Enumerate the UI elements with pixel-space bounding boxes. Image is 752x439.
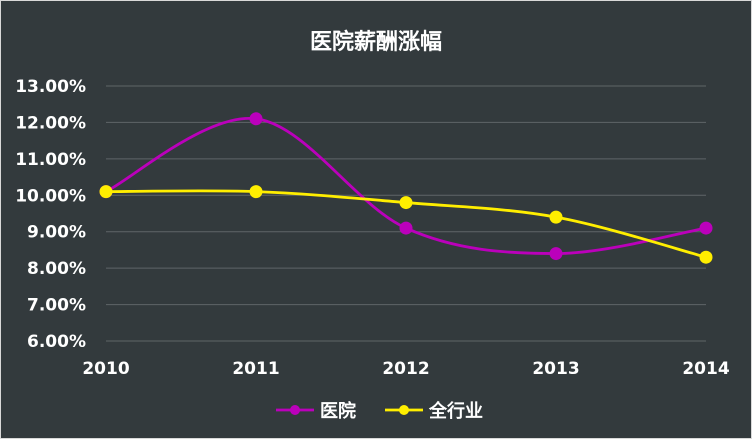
data-point (549, 247, 563, 261)
y-tick-label: 7.00% (27, 296, 86, 316)
series-lines (99, 112, 713, 264)
data-point (399, 196, 413, 210)
chart-title: 医院薪酬涨幅 (310, 29, 442, 55)
data-point (399, 221, 413, 235)
data-point (549, 210, 563, 224)
legend-item: 全行业 (385, 400, 483, 422)
data-point (249, 112, 263, 126)
y-axis-tick-labels: 6.00% 7.00% 8.00% 9.00% 10.00% 11.00% 12.00% 13… (15, 77, 86, 352)
legend-marker (290, 405, 300, 415)
data-point (699, 250, 713, 264)
series-1 (99, 185, 713, 264)
y-tick-label: 10.00% (15, 186, 86, 206)
series-0 (99, 112, 713, 261)
legend-label: 医院 (320, 400, 356, 422)
x-tick-label: 2013 (532, 359, 579, 379)
legend-label: 全行业 (428, 400, 483, 422)
y-tick-label: 9.00% (27, 223, 86, 243)
data-point (99, 185, 113, 199)
y-tick-label: 12.00% (15, 113, 86, 133)
data-point (249, 185, 263, 199)
legend: 医院 全行业 (276, 400, 483, 422)
y-tick-label: 13.00% (15, 77, 86, 97)
gridlines (106, 85, 706, 342)
legend-marker (399, 405, 409, 415)
data-point (699, 221, 713, 235)
y-tick-label: 8.00% (27, 259, 86, 279)
y-tick-label: 11.00% (15, 150, 86, 170)
x-tick-label: 2011 (232, 359, 279, 379)
legend-item: 医院 (276, 400, 356, 422)
x-tick-label: 2014 (682, 359, 729, 379)
x-tick-label: 2010 (82, 359, 129, 379)
y-tick-label: 6.00% (27, 332, 86, 352)
x-axis-tick-labels: 2010 2011 2012 2013 2014 (82, 359, 729, 379)
x-tick-label: 2012 (382, 359, 429, 379)
